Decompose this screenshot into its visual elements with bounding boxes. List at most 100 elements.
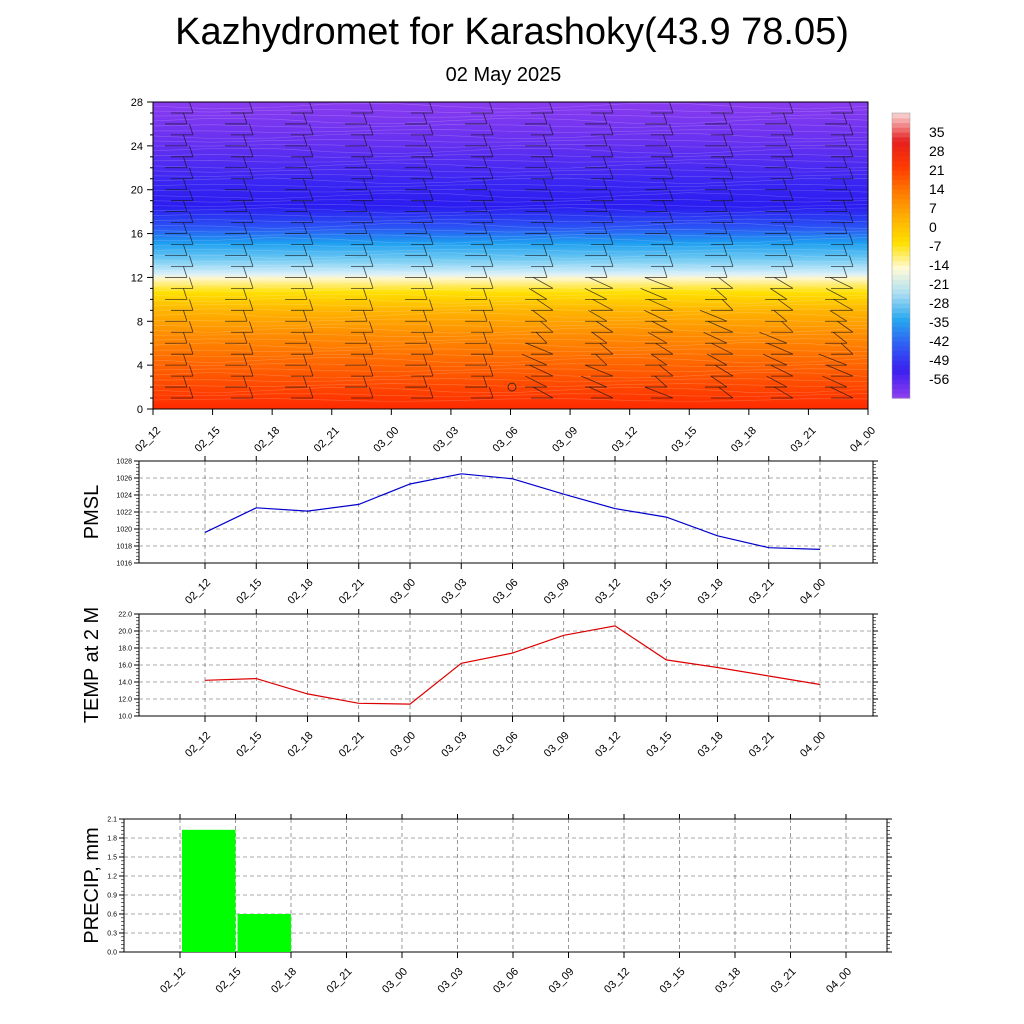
- wind-barb: [585, 200, 608, 213]
- contour-line: [153, 117, 868, 125]
- wind-barb: [171, 255, 194, 267]
- y-axis-label: PRECIP, mm: [81, 827, 103, 943]
- wind-barb: [465, 354, 488, 366]
- x-tick-label: 02_12: [133, 425, 163, 455]
- wind-barb: [231, 255, 254, 267]
- wind-barb: [531, 123, 554, 136]
- contour-line: [153, 109, 868, 113]
- wind-barb: [591, 233, 614, 245]
- colorbar-label: 7: [929, 200, 937, 216]
- wind-barb: [825, 156, 848, 169]
- y-tick-label: 24: [131, 141, 143, 153]
- colorbar-swatch: [892, 222, 910, 228]
- wind-barb: [225, 134, 248, 147]
- wind-barb: [585, 244, 608, 256]
- wind-barb: [531, 102, 554, 114]
- wind-barb: [171, 233, 194, 245]
- x-tick-label: 02_15: [214, 966, 244, 996]
- wind-barb: [822, 375, 848, 388]
- wind-barb: [471, 211, 494, 224]
- y-tick-label: 0.9: [107, 893, 117, 900]
- wind-barb: [765, 200, 788, 213]
- colorbar-swatch: [892, 203, 910, 209]
- wind-barb: [711, 255, 734, 267]
- x-tick-label: 03_03: [431, 425, 461, 455]
- wind-barb: [471, 386, 494, 399]
- y-tick-label: 28: [131, 97, 143, 109]
- wind-barb: [699, 309, 728, 322]
- wind-barb: [351, 211, 374, 224]
- wind-barb: [651, 145, 674, 158]
- y-tick-label: 1.5: [107, 855, 117, 862]
- colorbar-swatch: [892, 284, 910, 290]
- wind-barb: [711, 123, 734, 136]
- wind-barb: [231, 145, 254, 158]
- wind-barb: [531, 189, 554, 202]
- contour-line: [153, 311, 868, 319]
- colorbar-label: 28: [929, 143, 945, 159]
- colorbar-swatch: [892, 255, 910, 261]
- wind-barb: [825, 112, 848, 125]
- wind-barb: [651, 189, 674, 202]
- contour-line: [153, 348, 868, 353]
- wind-barb: [465, 178, 488, 191]
- contour-line: [153, 159, 868, 163]
- colorbar-swatch: [892, 260, 910, 266]
- colorbar-label: -21: [929, 276, 949, 292]
- wind-barb: [645, 375, 668, 388]
- y-tick-label: 1026: [116, 476, 132, 483]
- x-tick-label: 03_03: [439, 730, 469, 760]
- y-tick-label: 1022: [116, 510, 132, 517]
- wind-barb: [351, 189, 374, 202]
- x-tick-label: 02_15: [193, 425, 223, 455]
- contour-line: [153, 139, 868, 143]
- wind-barb: [171, 167, 194, 180]
- y-tick-label: 16.0: [118, 663, 132, 670]
- contour-line: [153, 288, 868, 293]
- wind-barb: [765, 134, 788, 147]
- contour-line: [153, 341, 868, 349]
- contour-line: [153, 124, 868, 128]
- wind-barb: [165, 200, 188, 213]
- wind-barb: [771, 189, 794, 202]
- wind-barb: [225, 200, 248, 213]
- temperature-cross-section: 0 4 8 12 16 20 24 28 02_12 02_15 02_18 02_21 03_00 03…: [131, 97, 878, 455]
- contour-line: [153, 174, 868, 178]
- wind-barb: [225, 112, 248, 125]
- x-tick-label: 03_21: [747, 730, 777, 760]
- wind-barb: [471, 167, 494, 180]
- y-tick-label: 1.8: [107, 836, 117, 843]
- wind-barb: [405, 354, 428, 366]
- colorbar-swatch: [892, 312, 910, 318]
- contour-line: [153, 177, 868, 185]
- wind-barb: [471, 277, 494, 289]
- colorbar-swatch: [892, 331, 910, 337]
- wind-barb: [465, 112, 488, 125]
- contour-line: [153, 323, 868, 328]
- wind-barb: [525, 375, 548, 388]
- wind-barb: [645, 178, 668, 191]
- wind-barb: [705, 178, 728, 191]
- wind-barb: [711, 167, 734, 180]
- wind-barb: [471, 123, 494, 136]
- colorbar-swatch: [892, 336, 910, 342]
- wind-barb: [351, 145, 374, 158]
- contour-line: [153, 154, 868, 158]
- wind-barb: [831, 189, 854, 202]
- wind-barb: [291, 321, 314, 333]
- wind-barb: [591, 123, 614, 136]
- wind-barb: [225, 266, 248, 278]
- wind-barb: [585, 134, 608, 147]
- wind-barb: [231, 364, 254, 377]
- wind-barb: [591, 145, 614, 158]
- wind-barb: [231, 167, 254, 180]
- x-tick-label: 03_09: [547, 966, 577, 996]
- wind-barb: [231, 343, 254, 355]
- wind-barb: [640, 287, 668, 300]
- wind-barb: [525, 244, 548, 256]
- wind-barb: [651, 320, 674, 333]
- wind-barb: [285, 288, 308, 300]
- y-tick-label: 8: [137, 316, 143, 328]
- wind-barb: [471, 102, 494, 114]
- colorbar-swatch: [892, 241, 910, 247]
